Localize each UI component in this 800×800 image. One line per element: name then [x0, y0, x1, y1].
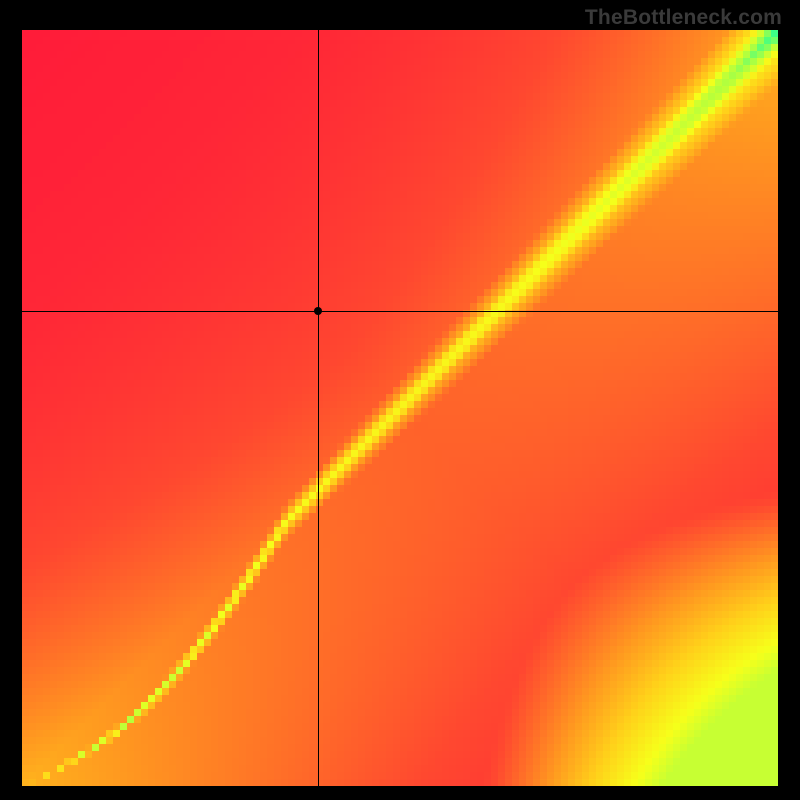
crosshair-vertical: [318, 30, 319, 786]
heatmap-canvas: [22, 30, 778, 786]
watermark-text: TheBottleneck.com: [585, 6, 782, 30]
crosshair-marker-dot: [314, 307, 322, 315]
heatmap-chart: [22, 30, 778, 786]
crosshair-horizontal: [22, 311, 778, 312]
